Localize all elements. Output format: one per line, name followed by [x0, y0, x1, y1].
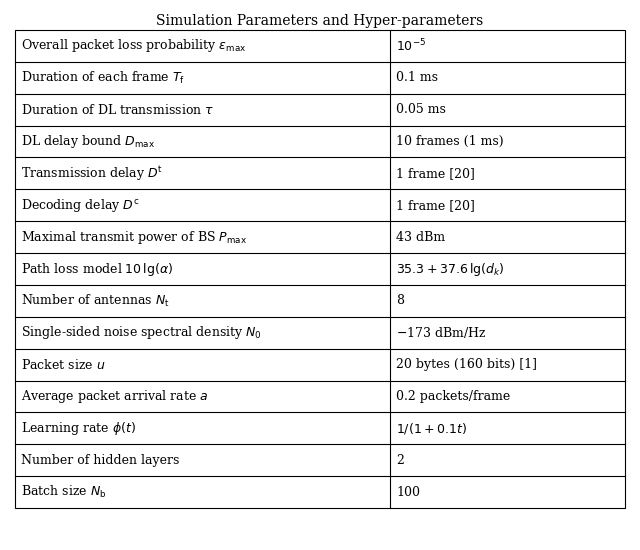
Text: 0.1 ms: 0.1 ms: [396, 72, 438, 84]
Text: 20 bytes (160 bits) [1]: 20 bytes (160 bits) [1]: [396, 358, 537, 371]
Text: Duration of DL transmission $\tau$: Duration of DL transmission $\tau$: [21, 103, 214, 117]
Text: Transmission delay $D^{\mathrm{t}}$: Transmission delay $D^{\mathrm{t}}$: [21, 164, 163, 183]
Bar: [15, 30, 625, 508]
Text: Simulation Parameters and Hyper-parameters: Simulation Parameters and Hyper-paramete…: [156, 14, 484, 28]
Text: Overall packet loss probability $\varepsilon_{\mathrm{max}}$: Overall packet loss probability $\vareps…: [21, 37, 246, 54]
Text: Average packet arrival rate $a$: Average packet arrival rate $a$: [21, 388, 209, 405]
Text: 2: 2: [396, 454, 404, 467]
Text: $35.3 + 37.6\,\mathrm{lg}(d_k)$: $35.3 + 37.6\,\mathrm{lg}(d_k)$: [396, 261, 504, 278]
Text: 1 frame [20]: 1 frame [20]: [396, 167, 475, 180]
Text: DL delay bound $D_{\mathrm{max}}$: DL delay bound $D_{\mathrm{max}}$: [21, 133, 155, 150]
Text: 0.05 ms: 0.05 ms: [396, 103, 446, 116]
Text: 1 frame [20]: 1 frame [20]: [396, 199, 475, 212]
Text: 100: 100: [396, 486, 420, 498]
Text: Batch size $N_{\mathrm{b}}$: Batch size $N_{\mathrm{b}}$: [21, 484, 106, 500]
Text: $10^{-5}$: $10^{-5}$: [396, 37, 426, 54]
Text: Packet size $u$: Packet size $u$: [21, 358, 106, 372]
Text: 10 frames (1 ms): 10 frames (1 ms): [396, 135, 504, 148]
Text: Decoding delay $D^{\mathrm{c}}$: Decoding delay $D^{\mathrm{c}}$: [21, 197, 140, 214]
Text: Learning rate $\phi(t)$: Learning rate $\phi(t)$: [21, 420, 136, 437]
Text: Duration of each frame $T_{\mathrm{f}}$: Duration of each frame $T_{\mathrm{f}}$: [21, 70, 186, 86]
Text: Path loss model $10\,\mathrm{lg}(\alpha)$: Path loss model $10\,\mathrm{lg}(\alpha)…: [21, 261, 173, 278]
Text: 8: 8: [396, 294, 404, 307]
Text: 0.2 packets/frame: 0.2 packets/frame: [396, 390, 511, 403]
Text: $-$173 dBm/Hz: $-$173 dBm/Hz: [396, 325, 486, 340]
Text: Number of antennas $N_{\mathrm{t}}$: Number of antennas $N_{\mathrm{t}}$: [21, 293, 170, 309]
Text: $1/(1 + 0.1t)$: $1/(1 + 0.1t)$: [396, 421, 467, 436]
Text: 43 dBm: 43 dBm: [396, 230, 445, 244]
Text: Single-sided noise spectral density $N_0$: Single-sided noise spectral density $N_0…: [21, 324, 262, 341]
Text: Maximal transmit power of BS $P_{\mathrm{max}}$: Maximal transmit power of BS $P_{\mathrm…: [21, 229, 247, 246]
Text: Number of hidden layers: Number of hidden layers: [21, 454, 179, 467]
